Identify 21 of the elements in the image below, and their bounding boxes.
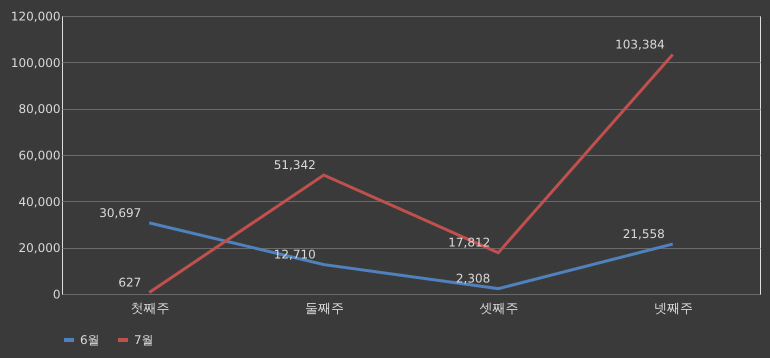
y-tick-label: 120,000: [10, 10, 60, 24]
y-tick-label: 100,000: [10, 56, 60, 70]
legend-label: 7월: [134, 333, 154, 347]
data-label: 2,308: [456, 272, 490, 286]
data-label: 21,558: [622, 227, 665, 242]
x-tick-label: 첫째주: [130, 302, 170, 316]
x-tick-label: 넷째주: [654, 302, 693, 316]
y-tick-label: 80,000: [18, 102, 60, 116]
x-tick-label: 둘째주: [304, 302, 344, 316]
data-label: 103,384: [615, 37, 665, 52]
data-label: 627: [118, 276, 142, 290]
y-tick-label: 60,000: [18, 148, 60, 162]
data-label: 30,697: [99, 206, 142, 220]
line-series: [148, 52, 674, 294]
legend-label: 6월: [80, 333, 100, 347]
y-tick-label: 0: [52, 288, 60, 302]
data-label: 51,342: [274, 158, 316, 172]
y-tick-label: 20,000: [18, 241, 60, 256]
x-tick-label: 셋째주: [479, 302, 518, 316]
y-tick-label: 40,000: [18, 194, 60, 209]
line-series: [148, 221, 674, 290]
